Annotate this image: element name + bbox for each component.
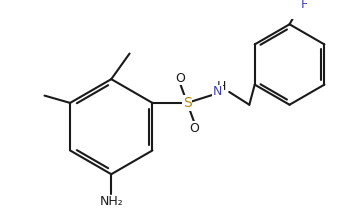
Text: F: F [300, 0, 308, 11]
Text: NH₂: NH₂ [99, 195, 123, 208]
Text: O: O [189, 122, 199, 135]
Text: S: S [183, 96, 192, 110]
Text: O: O [175, 72, 185, 85]
Text: H: H [217, 80, 226, 93]
Text: N: N [213, 85, 222, 99]
